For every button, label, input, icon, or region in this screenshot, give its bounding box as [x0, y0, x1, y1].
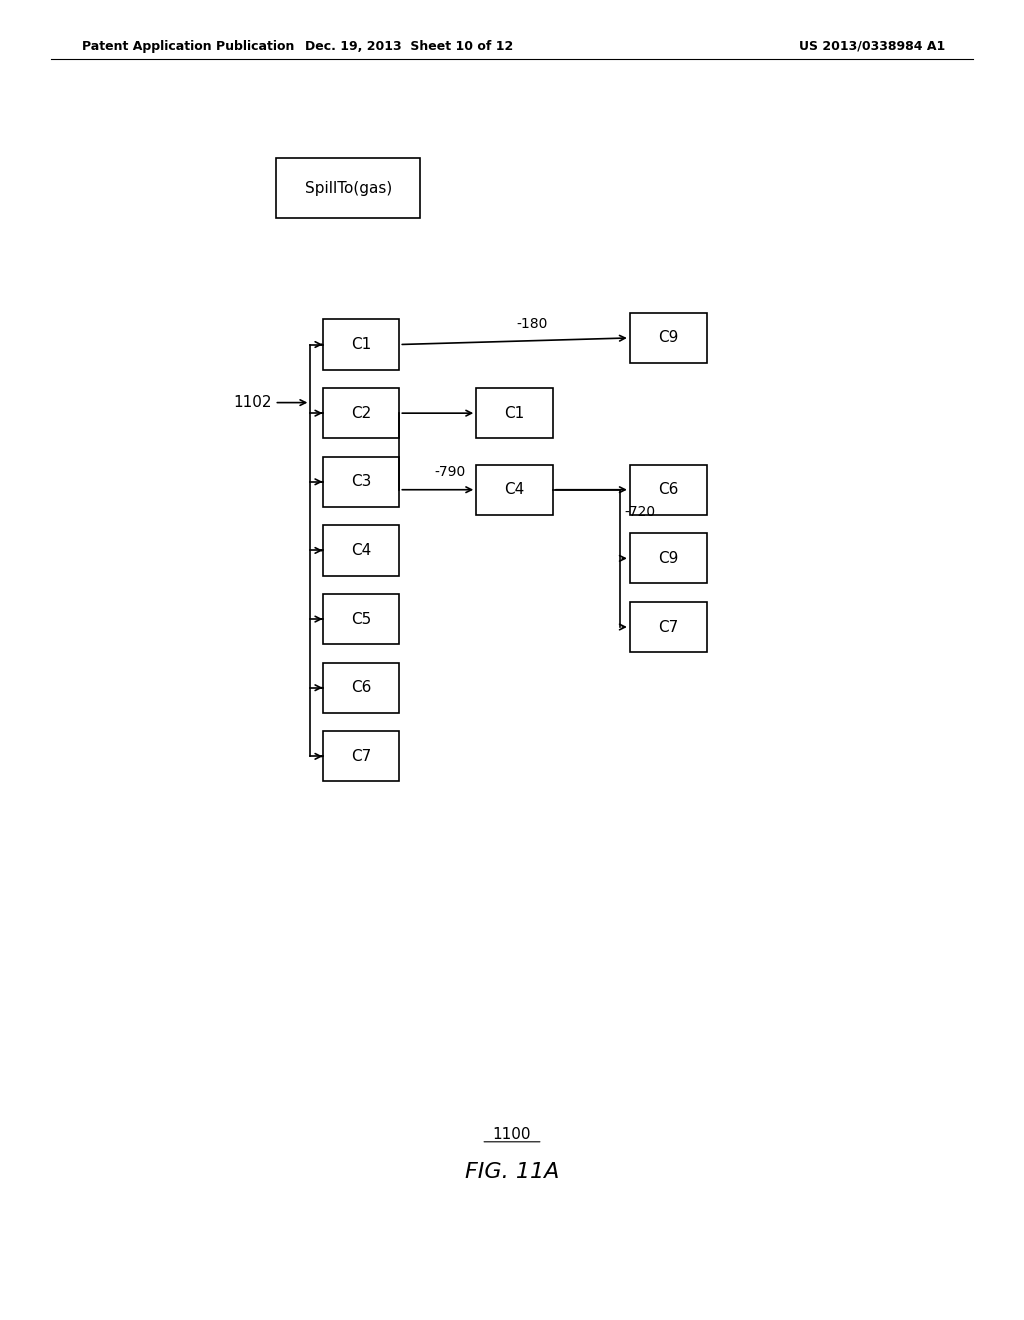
- FancyBboxPatch shape: [323, 594, 399, 644]
- Text: C6: C6: [658, 482, 678, 498]
- Text: FIG. 11A: FIG. 11A: [465, 1162, 559, 1181]
- Text: 1102: 1102: [232, 395, 271, 411]
- Text: US 2013/0338984 A1: US 2013/0338984 A1: [799, 40, 945, 53]
- Text: Dec. 19, 2013  Sheet 10 of 12: Dec. 19, 2013 Sheet 10 of 12: [305, 40, 514, 53]
- FancyBboxPatch shape: [630, 533, 707, 583]
- FancyBboxPatch shape: [630, 602, 707, 652]
- Text: -720: -720: [625, 504, 655, 519]
- FancyBboxPatch shape: [323, 388, 399, 438]
- Text: 1100: 1100: [493, 1127, 531, 1142]
- Text: C4: C4: [505, 482, 524, 498]
- Text: C9: C9: [658, 330, 678, 346]
- Text: C3: C3: [351, 474, 371, 490]
- Text: C2: C2: [351, 405, 371, 421]
- Text: C7: C7: [351, 748, 371, 764]
- FancyBboxPatch shape: [630, 465, 707, 515]
- FancyBboxPatch shape: [276, 158, 420, 218]
- FancyBboxPatch shape: [323, 663, 399, 713]
- Text: -790: -790: [434, 465, 466, 479]
- FancyBboxPatch shape: [476, 465, 553, 515]
- Text: C4: C4: [351, 543, 371, 558]
- FancyBboxPatch shape: [323, 525, 399, 576]
- Text: C1: C1: [351, 337, 371, 352]
- Text: Patent Application Publication: Patent Application Publication: [82, 40, 294, 53]
- FancyBboxPatch shape: [476, 388, 553, 438]
- Text: -180: -180: [517, 317, 548, 330]
- Text: C1: C1: [505, 405, 524, 421]
- FancyBboxPatch shape: [323, 731, 399, 781]
- Text: C6: C6: [351, 680, 371, 696]
- Text: C9: C9: [658, 550, 678, 566]
- Text: C7: C7: [658, 619, 678, 635]
- Text: C5: C5: [351, 611, 371, 627]
- FancyBboxPatch shape: [323, 457, 399, 507]
- Text: SpillTo(gas): SpillTo(gas): [304, 181, 392, 195]
- FancyBboxPatch shape: [630, 313, 707, 363]
- FancyBboxPatch shape: [323, 319, 399, 370]
